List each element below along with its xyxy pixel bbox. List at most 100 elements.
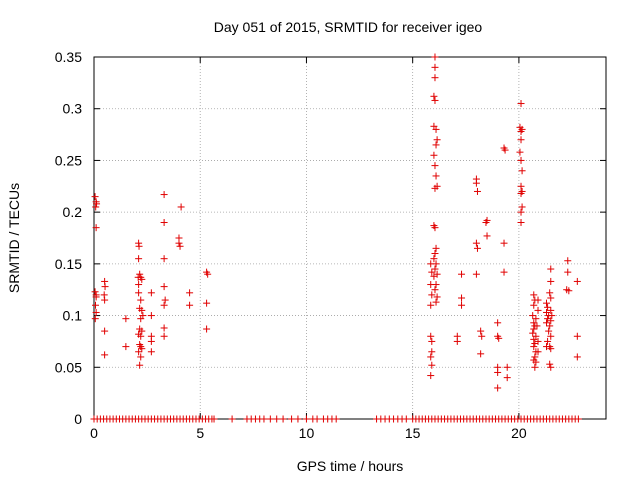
data-point bbox=[432, 244, 440, 252]
data-point bbox=[544, 337, 552, 345]
data-point bbox=[453, 337, 461, 345]
data-point bbox=[147, 289, 155, 297]
data-point bbox=[91, 193, 99, 201]
data-point bbox=[531, 353, 539, 361]
data-point bbox=[482, 218, 490, 226]
data-point bbox=[431, 74, 439, 82]
data-point bbox=[500, 239, 508, 247]
data-point bbox=[101, 351, 109, 359]
data-point bbox=[483, 232, 491, 240]
data-point bbox=[432, 298, 440, 306]
data-point bbox=[545, 327, 553, 335]
data-point bbox=[547, 317, 555, 325]
data-point bbox=[573, 332, 581, 340]
data-point bbox=[431, 63, 439, 71]
data-point bbox=[517, 208, 525, 216]
data-point bbox=[544, 303, 552, 311]
data-point bbox=[530, 319, 538, 327]
data-point bbox=[517, 190, 525, 198]
x-tick-label: 15 bbox=[405, 425, 421, 441]
data-point bbox=[138, 327, 146, 335]
data-point bbox=[427, 332, 435, 340]
data-point bbox=[101, 283, 109, 291]
data-point bbox=[279, 415, 287, 423]
data-point bbox=[517, 136, 525, 144]
data-point bbox=[530, 291, 538, 299]
data-point bbox=[432, 281, 440, 289]
data-point bbox=[137, 315, 145, 323]
data-point bbox=[228, 415, 236, 423]
data-point bbox=[518, 167, 526, 175]
data-point bbox=[534, 296, 542, 304]
data-point bbox=[313, 415, 321, 423]
data-point bbox=[160, 191, 168, 199]
data-point bbox=[543, 319, 551, 327]
data-point bbox=[547, 345, 555, 353]
data-point bbox=[332, 415, 340, 423]
data-point bbox=[428, 291, 436, 299]
data-point bbox=[431, 184, 439, 192]
data-point bbox=[503, 374, 511, 382]
data-point bbox=[137, 332, 145, 340]
data-point bbox=[135, 348, 143, 356]
data-point bbox=[402, 415, 410, 423]
data-point bbox=[517, 156, 525, 164]
data-point bbox=[147, 312, 155, 320]
data-point bbox=[428, 268, 436, 276]
data-point bbox=[472, 239, 480, 247]
data-point bbox=[547, 277, 555, 285]
data-point bbox=[534, 306, 542, 314]
data-point bbox=[428, 337, 436, 345]
data-point bbox=[432, 141, 440, 149]
data-point bbox=[573, 353, 581, 361]
y-tick-label: 0.35 bbox=[55, 49, 82, 65]
data-point bbox=[91, 288, 99, 296]
data-point bbox=[160, 255, 168, 263]
data-point bbox=[92, 291, 100, 299]
data-point bbox=[101, 327, 109, 335]
data-point bbox=[93, 200, 101, 208]
data-point bbox=[431, 224, 439, 232]
data-point bbox=[137, 296, 145, 304]
data-point bbox=[430, 272, 438, 280]
data-point bbox=[431, 286, 439, 294]
data-point bbox=[517, 100, 525, 108]
data-point bbox=[122, 315, 130, 323]
data-point bbox=[472, 270, 480, 278]
y-tick-label: 0.05 bbox=[55, 359, 82, 375]
data-point bbox=[160, 324, 168, 332]
data-point bbox=[432, 260, 440, 268]
data-point bbox=[530, 301, 538, 309]
plot-frame bbox=[93, 56, 607, 420]
data-point bbox=[203, 299, 211, 307]
data-point bbox=[533, 322, 541, 330]
data-point bbox=[160, 332, 168, 340]
data-point bbox=[529, 329, 537, 337]
y-tick-label: 0.3 bbox=[63, 101, 83, 117]
y-tick-label: 0.15 bbox=[55, 256, 82, 272]
data-point bbox=[547, 363, 555, 371]
data-point bbox=[473, 187, 481, 195]
data-point bbox=[458, 294, 466, 302]
data-point bbox=[518, 203, 526, 211]
data-point bbox=[564, 268, 572, 276]
data-point bbox=[161, 296, 169, 304]
data-point bbox=[547, 332, 555, 340]
data-point bbox=[430, 255, 438, 263]
data-point bbox=[495, 334, 503, 342]
data-point bbox=[517, 182, 525, 190]
data-point bbox=[136, 361, 144, 369]
data-point bbox=[547, 306, 555, 314]
data-point bbox=[574, 415, 582, 423]
data-point bbox=[530, 325, 538, 333]
data-point bbox=[135, 255, 143, 263]
x-tick-label: 10 bbox=[299, 425, 315, 441]
data-point bbox=[136, 270, 144, 278]
x-tick-label: 0 bbox=[90, 425, 98, 441]
x-axis-label: GPS time / hours bbox=[297, 458, 404, 474]
y-tick-label: 0.2 bbox=[63, 204, 83, 220]
data-point bbox=[494, 384, 502, 392]
data-point bbox=[138, 275, 146, 283]
grid-lines bbox=[94, 57, 606, 419]
